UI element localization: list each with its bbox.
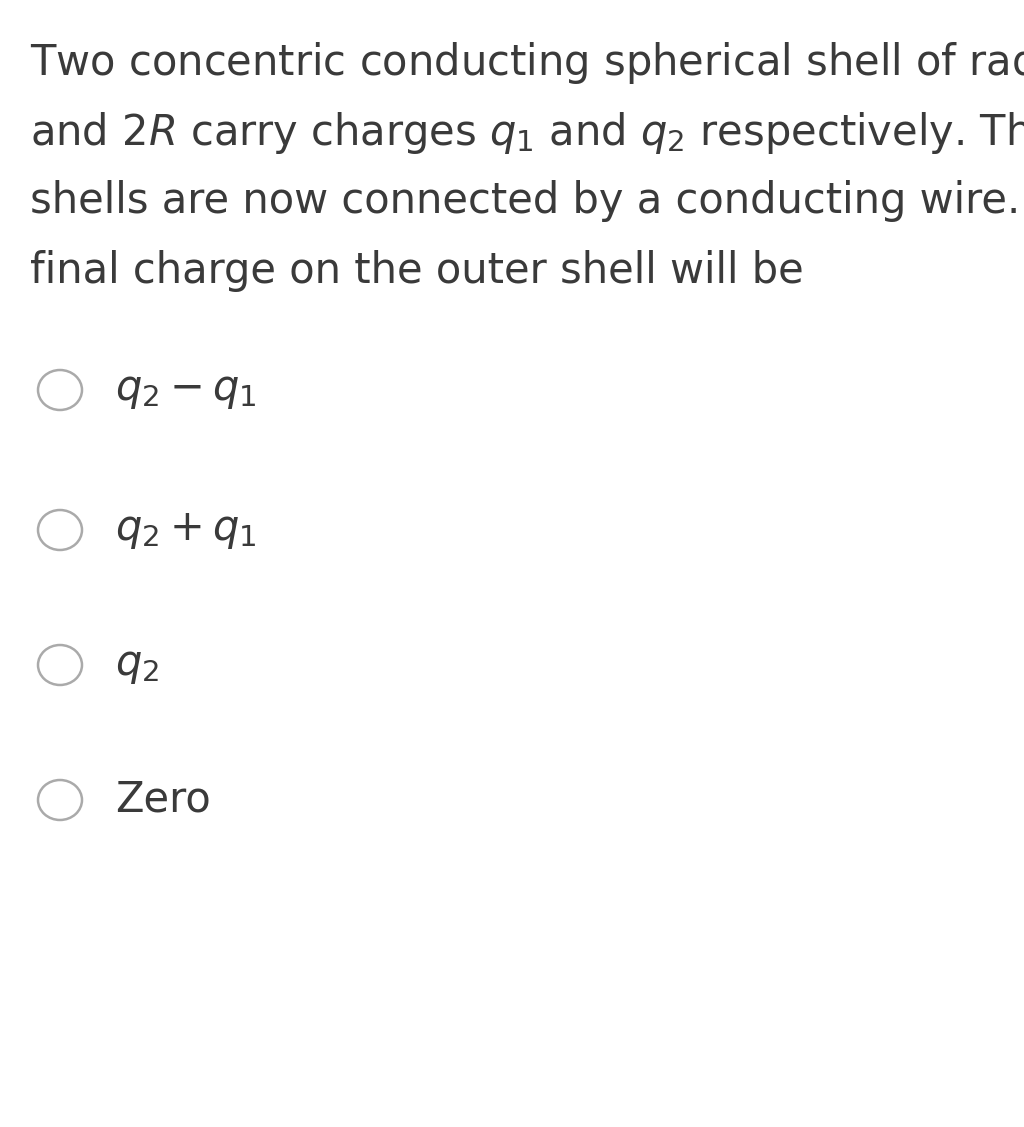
Text: Two concentric conducting spherical shell of radii $\mathit{R}$: Two concentric conducting spherical shel… [30, 39, 1024, 86]
Text: $q_2$: $q_2$ [115, 644, 159, 686]
Text: final charge on the outer shell will be: final charge on the outer shell will be [30, 250, 804, 292]
Text: shells are now connected by a conducting wire. The: shells are now connected by a conducting… [30, 180, 1024, 222]
Text: and 2$\mathit{R}$ carry charges $q_1$ and $q_2$ respectively. The two: and 2$\mathit{R}$ carry charges $q_1$ an… [30, 110, 1024, 156]
Text: $q_2 + q_1$: $q_2 + q_1$ [115, 509, 256, 551]
Text: Zero: Zero [115, 779, 211, 820]
Text: $q_2 - q_1$: $q_2 - q_1$ [115, 369, 256, 411]
